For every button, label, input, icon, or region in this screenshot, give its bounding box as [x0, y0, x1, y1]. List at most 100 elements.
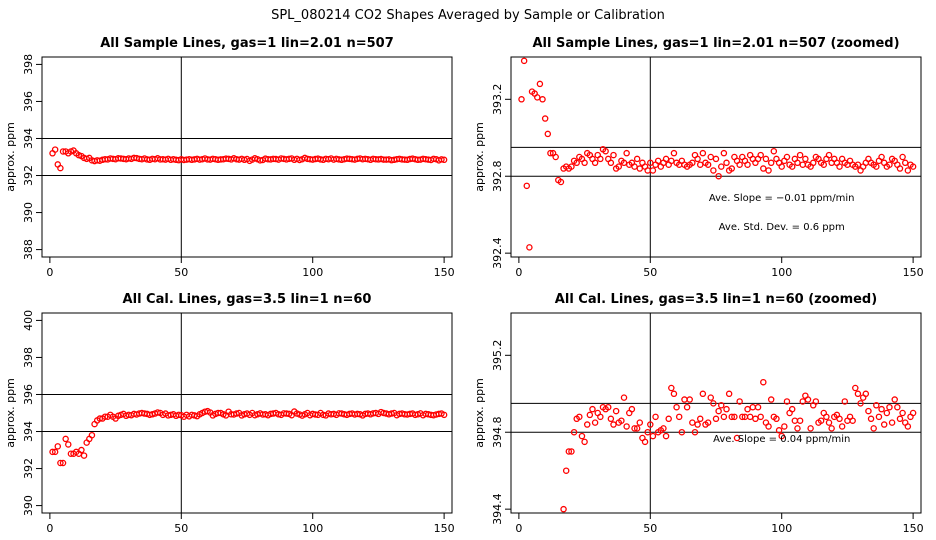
- data-point: [783, 153, 791, 161]
- y-tick-label: 394: [22, 421, 35, 442]
- data-point: [438, 156, 445, 163]
- data-point: [765, 167, 772, 174]
- data-point: [647, 421, 654, 428]
- x-tick-label: 150: [903, 266, 924, 279]
- y-tick-label: 392.8: [491, 160, 504, 192]
- data-point: [770, 147, 778, 155]
- x-tick-label: 0: [46, 522, 53, 535]
- plot-frame: [510, 56, 922, 258]
- data-point: [49, 448, 56, 456]
- plot-frame: [510, 312, 922, 514]
- data-point: [681, 396, 688, 403]
- data-point: [828, 425, 835, 432]
- data-point: [867, 415, 875, 423]
- data-point: [612, 407, 620, 415]
- data-point: [154, 409, 161, 416]
- data-point: [796, 151, 804, 159]
- data-point: [562, 467, 570, 474]
- plot-frame: [41, 56, 453, 258]
- data-point: [836, 163, 843, 170]
- data-point: [652, 413, 659, 421]
- data-point: [749, 403, 757, 411]
- x-tick-label: 50: [643, 266, 657, 279]
- data-point: [720, 149, 728, 157]
- annotation-text: Ave. Std. Dev. = 0.6 ppm: [719, 222, 845, 233]
- data-point: [440, 411, 448, 419]
- data-point: [733, 434, 741, 442]
- data-point: [636, 419, 644, 426]
- data-point: [909, 163, 917, 170]
- data-point: [765, 423, 772, 430]
- data-point: [878, 405, 885, 413]
- data-point: [662, 432, 670, 440]
- data-point: [710, 167, 717, 174]
- data-point: [825, 419, 833, 426]
- data-point: [823, 413, 830, 421]
- data-point: [901, 159, 909, 167]
- y-tick-label: 393.2: [491, 84, 504, 116]
- data-point: [904, 423, 912, 430]
- x-tick-label: 150: [903, 522, 924, 535]
- data-point: [568, 163, 575, 170]
- data-point: [799, 161, 806, 168]
- data-point: [873, 402, 880, 409]
- data-point: [568, 448, 575, 455]
- data-point: [618, 417, 625, 424]
- data-point: [718, 163, 725, 170]
- data-point: [820, 161, 828, 168]
- data-point: [767, 396, 775, 403]
- data-point: [904, 167, 912, 174]
- x-tick-label: 0: [46, 266, 53, 279]
- data-point: [591, 419, 599, 426]
- data-point: [78, 446, 85, 454]
- data-point: [788, 405, 796, 413]
- data-point: [534, 94, 541, 101]
- data-point: [781, 423, 788, 430]
- data-point: [686, 396, 693, 403]
- x-tick-label: 150: [434, 522, 455, 535]
- data-point: [62, 435, 69, 443]
- data-point: [539, 96, 546, 103]
- data-point: [668, 384, 675, 392]
- data-point: [710, 400, 717, 407]
- data-point: [633, 425, 641, 432]
- data-point: [597, 413, 604, 421]
- data-point: [670, 390, 678, 398]
- chart-panel-2: All Sample Lines, gas=1 lin=2.01 n=507 (…: [473, 36, 924, 279]
- data-point: [623, 149, 630, 157]
- annotation-text: Ave. Slope = −0.01 ppm/min: [709, 193, 855, 204]
- data-point: [704, 161, 712, 168]
- data-point: [59, 459, 67, 467]
- data-point: [909, 409, 917, 417]
- data-point: [718, 402, 725, 409]
- data-point: [654, 157, 662, 165]
- data-point: [520, 57, 528, 65]
- y-tick-label: 390: [22, 495, 35, 516]
- data-point: [51, 448, 59, 456]
- data-point: [731, 413, 738, 421]
- data-point: [794, 159, 801, 167]
- x-tick-label: 0: [515, 522, 522, 535]
- y-tick-label: 394.4: [491, 493, 504, 524]
- data-point: [675, 413, 683, 421]
- data-point: [854, 390, 862, 398]
- data-point: [799, 398, 806, 405]
- data-point: [778, 432, 785, 440]
- data-point: [744, 405, 751, 413]
- data-point: [636, 165, 644, 172]
- data-point: [894, 403, 901, 411]
- data-point: [791, 417, 799, 424]
- y-tick-label: 394.8: [491, 416, 504, 448]
- data-point: [752, 415, 759, 423]
- y-tick-label: 395.2: [491, 340, 504, 372]
- data-point: [544, 130, 552, 138]
- data-point: [773, 415, 780, 423]
- data-point: [610, 151, 617, 159]
- data-point: [589, 405, 596, 413]
- data-point: [817, 417, 825, 424]
- data-point: [88, 431, 96, 439]
- data-point: [581, 159, 588, 167]
- data-point: [660, 425, 667, 432]
- y-tick-label: 392.4: [491, 237, 504, 269]
- data-point: [891, 396, 898, 403]
